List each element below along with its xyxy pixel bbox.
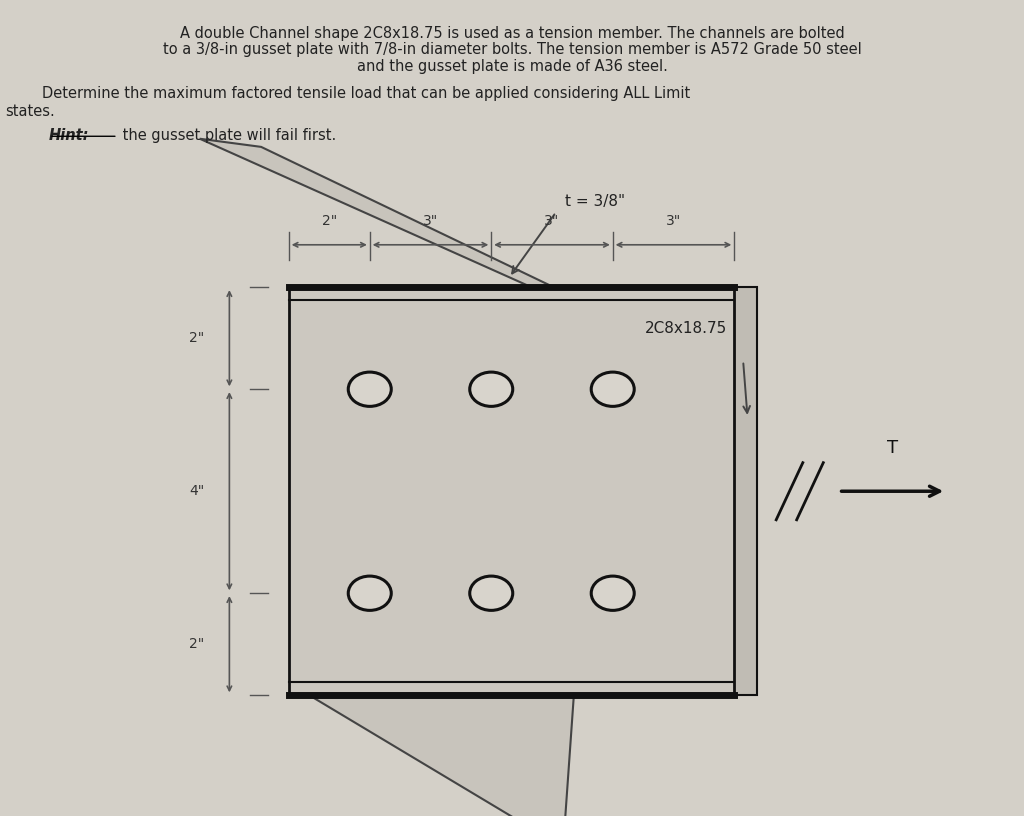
Circle shape xyxy=(591,372,634,406)
Text: t = 3/8": t = 3/8" xyxy=(565,194,625,209)
Text: 3": 3" xyxy=(545,215,559,228)
Text: 2": 2" xyxy=(322,215,337,228)
Text: 4": 4" xyxy=(189,484,204,499)
Bar xyxy=(734,287,757,695)
Polygon shape xyxy=(200,139,554,287)
Text: 3": 3" xyxy=(423,215,438,228)
Text: Hint:: Hint: xyxy=(49,128,90,143)
Text: 2": 2" xyxy=(189,331,204,345)
Text: 3": 3" xyxy=(666,215,681,228)
Circle shape xyxy=(470,576,513,610)
Circle shape xyxy=(591,576,634,610)
Text: T: T xyxy=(887,439,898,457)
Circle shape xyxy=(348,576,391,610)
Text: 2": 2" xyxy=(189,637,204,651)
Text: and the gusset plate is made of A36 steel.: and the gusset plate is made of A36 stee… xyxy=(356,59,668,73)
Bar xyxy=(289,287,734,695)
Text: to a 3/8-in gusset plate with 7/8-in diameter bolts. The tension member is A572 : to a 3/8-in gusset plate with 7/8-in dia… xyxy=(163,42,861,57)
Circle shape xyxy=(470,372,513,406)
Circle shape xyxy=(348,372,391,406)
Text: states.: states. xyxy=(5,104,55,119)
Text: A double Channel shape 2C8x18.75 is used as a tension member. The channels are b: A double Channel shape 2C8x18.75 is used… xyxy=(179,26,845,41)
Text: Determine the maximum factored tensile load that can be applied considering ALL : Determine the maximum factored tensile l… xyxy=(5,86,690,100)
Text: the gusset plate will fail first.: the gusset plate will fail first. xyxy=(118,128,336,143)
Text: 2C8x18.75: 2C8x18.75 xyxy=(645,321,727,335)
Polygon shape xyxy=(309,695,573,816)
